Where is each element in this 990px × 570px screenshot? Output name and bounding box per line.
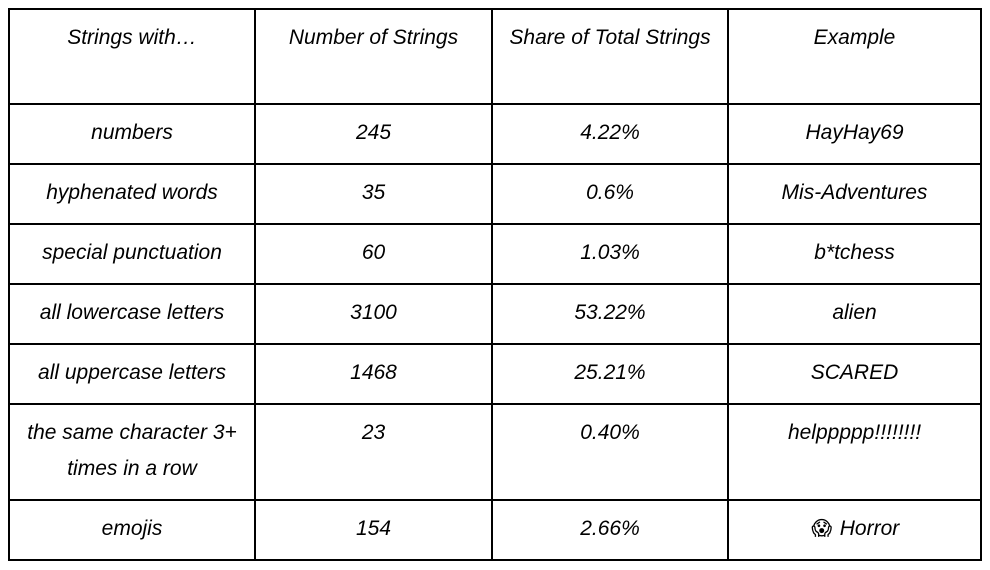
cell-type: all lowercase letters (8, 283, 256, 345)
cell-example: helppppp!!!!!!!! (727, 403, 982, 501)
header-share-of-total: Share of Total Strings (491, 8, 729, 105)
cell-count: 245 (254, 103, 493, 165)
cell-type: the same character 3+ times in a row (8, 403, 256, 501)
table-row: all lowercase letters 3100 53.22% alien (8, 283, 982, 345)
header-example: Example (727, 8, 982, 105)
cell-count: 154 (254, 499, 493, 561)
screaming-face-emoji-icon: 😱 (811, 518, 833, 540)
cell-share: 53.22% (491, 283, 729, 345)
cell-share: 1.03% (491, 223, 729, 285)
cell-count: 23 (254, 403, 493, 501)
cell-count: 1468 (254, 343, 493, 405)
example-with-emoji: 😱 Horror (810, 511, 900, 547)
table-row: all uppercase letters 1468 25.21% SCARED (8, 343, 982, 405)
cell-example: SCARED (727, 343, 982, 405)
strings-table: Strings with… Number of Strings Share of… (8, 8, 982, 561)
cell-share: 0.6% (491, 163, 729, 225)
cell-example: alien (727, 283, 982, 345)
cell-share: 25.21% (491, 343, 729, 405)
header-number-of-strings: Number of Strings (254, 8, 493, 105)
example-text: Horror (839, 517, 900, 540)
cell-type: hyphenated words (8, 163, 256, 225)
cell-type: all uppercase letters (8, 343, 256, 405)
table-row: numbers 245 4.22% HayHay69 (8, 103, 982, 165)
cell-example: b*tchess (727, 223, 982, 285)
cell-share: 4.22% (491, 103, 729, 165)
table-row: special punctuation 60 1.03% b*tchess (8, 223, 982, 285)
cell-share: 0.40% (491, 403, 729, 501)
header-strings-with: Strings with… (8, 8, 256, 105)
cell-example: 😱 Horror (727, 499, 982, 561)
cell-example: Mis-Adventures (727, 163, 982, 225)
table-row: emojis 154 2.66% 😱 Horror (8, 499, 982, 561)
cell-count: 3100 (254, 283, 493, 345)
table-container: Strings with… Number of Strings Share of… (8, 8, 982, 561)
cell-type: emojis (8, 499, 256, 561)
table-row: hyphenated words 35 0.6% Mis-Adventures (8, 163, 982, 225)
cell-share: 2.66% (491, 499, 729, 561)
header-row: Strings with… Number of Strings Share of… (8, 8, 982, 105)
cell-count: 60 (254, 223, 493, 285)
cell-count: 35 (254, 163, 493, 225)
cell-example: HayHay69 (727, 103, 982, 165)
table-row: the same character 3+ times in a row 23 … (8, 403, 982, 501)
cell-type: numbers (8, 103, 256, 165)
cell-type: special punctuation (8, 223, 256, 285)
